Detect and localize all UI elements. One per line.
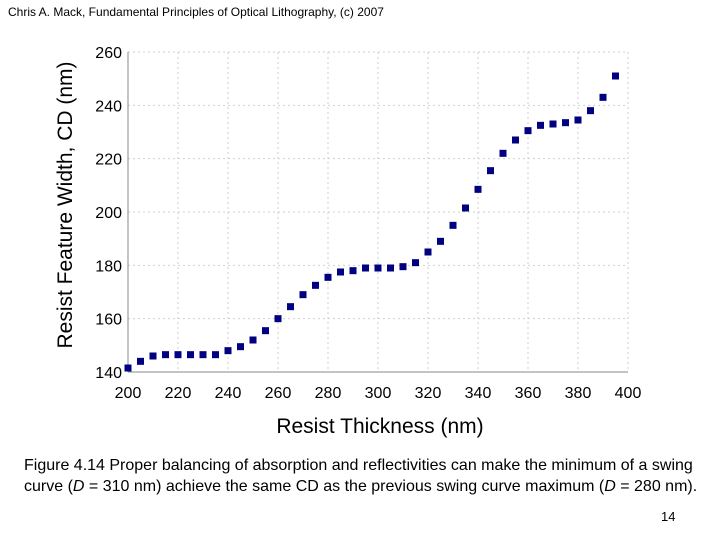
data-point (374, 264, 382, 272)
chart-axes (127, 52, 628, 373)
data-point (249, 336, 257, 344)
swing-curve-chart: 140 160 180 200 220 240 260 200 220 240 260 280 300 3… (54, 45, 641, 438)
data-point (187, 351, 194, 359)
page-number: 14 (661, 509, 676, 524)
figure-caption: Figure 4.14 Proper balancing of absorpti… (24, 455, 704, 497)
data-point (362, 264, 369, 272)
y-tick-label: 160 (95, 312, 122, 329)
data-point (587, 107, 594, 115)
data-point (287, 303, 294, 311)
x-tick-label: 340 (465, 385, 492, 402)
y-tick-label: 220 (95, 152, 122, 169)
x-tick-label: 220 (165, 385, 192, 402)
data-point (324, 273, 332, 281)
x-tick-label: 280 (315, 385, 342, 402)
data-point (449, 221, 457, 229)
data-point (137, 357, 144, 365)
x-tick-label: 360 (515, 385, 542, 402)
chart-points (124, 72, 619, 372)
y-tick-label: 260 (95, 45, 122, 62)
data-point (274, 315, 282, 323)
data-point (299, 291, 307, 299)
data-point (237, 343, 244, 351)
caption-text-part-1: Figure 4.14 Proper balancing of absorpti… (24, 457, 693, 495)
data-point (337, 268, 344, 276)
y-tick-label: 240 (95, 98, 122, 115)
caption-text-part-3: = 280 nm). (615, 478, 698, 495)
data-point (212, 351, 219, 359)
data-point (549, 120, 557, 128)
y-tick-label: 200 (95, 205, 122, 222)
data-point (499, 149, 507, 157)
x-tick-label: 300 (365, 385, 392, 402)
data-point (612, 72, 619, 80)
data-point (512, 136, 519, 144)
data-point (224, 347, 232, 355)
data-point (537, 121, 544, 129)
x-tick-label: 380 (565, 385, 592, 402)
x-tick-label: 260 (265, 385, 292, 402)
x-tick-label: 200 (115, 385, 142, 402)
slide-header: Chris A. Mack, Fundamental Principles of… (8, 5, 384, 19)
chart-grid (127, 51, 629, 373)
data-point (387, 264, 394, 272)
data-point (162, 351, 169, 359)
data-point (399, 263, 407, 271)
data-point (424, 248, 432, 256)
y-axis-label: Resist Feature Width, CD (nm) (54, 61, 77, 348)
data-point (474, 185, 482, 193)
data-point (124, 364, 132, 372)
data-point (524, 127, 532, 135)
data-point (487, 167, 494, 175)
x-axis-label: Resist Thickness (nm) (276, 415, 483, 438)
x-tick-label: 400 (615, 385, 642, 402)
data-point (462, 204, 469, 212)
data-point (149, 352, 157, 360)
caption-text-part-2: = 310 nm) achieve the same CD as the pre… (84, 478, 605, 495)
x-tick-label: 240 (215, 385, 242, 402)
x-tick-label: 320 (415, 385, 442, 402)
y-tick-label: 180 (95, 258, 122, 275)
caption-variable-d: D (72, 478, 85, 495)
data-point (412, 259, 419, 267)
data-point (599, 93, 607, 101)
data-point (437, 237, 444, 245)
data-point (174, 351, 182, 359)
caption-variable-d: D (604, 478, 616, 495)
data-point (349, 267, 357, 275)
chart-ticks: 140 160 180 200 220 240 260 200 220 240 260 280 300 3… (95, 45, 641, 402)
data-point (199, 351, 207, 359)
y-tick-label: 140 (95, 365, 122, 382)
data-point (312, 281, 319, 289)
data-point (262, 327, 269, 335)
data-point (574, 116, 582, 124)
data-point (562, 119, 569, 127)
